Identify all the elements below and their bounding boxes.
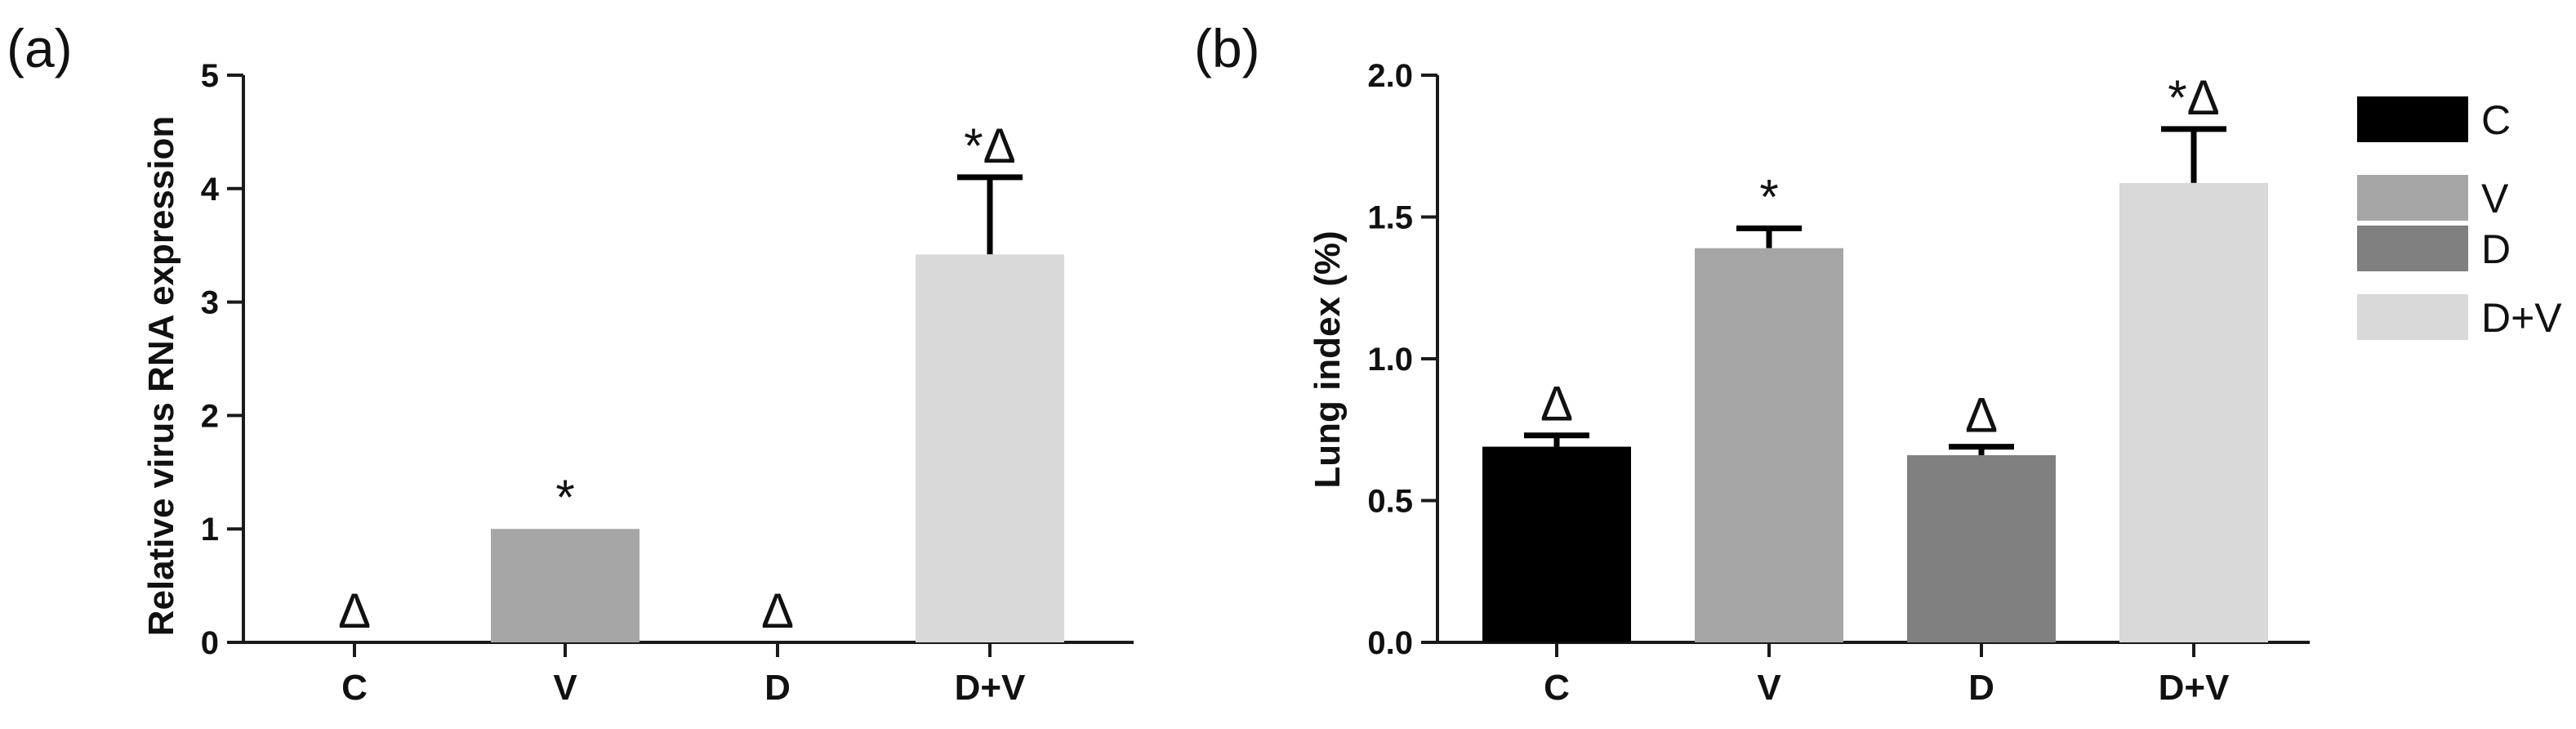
panel-b-bar-D	[1907, 454, 2056, 642]
panel-a-y-tick-label: 3	[201, 285, 219, 321]
panel-a-y-tick-label: 4	[201, 172, 220, 208]
panel-b-significance-mark: Δ	[1965, 388, 1998, 443]
panel-a-bar-V	[491, 529, 640, 642]
legend-label-d: D	[2481, 226, 2511, 272]
panel-a-y-tick-label: 0	[201, 625, 219, 661]
legend-swatch-dv	[2357, 294, 2468, 340]
panel-b-y-tick-label: 2.0	[1367, 58, 1413, 94]
panel-a-category-label: V	[553, 668, 577, 708]
panel-b-significance-mark: *Δ	[2168, 70, 2219, 125]
panel-a-y-axis-title: Relative virus RNA expression	[141, 116, 181, 637]
legend-swatch-c	[2357, 96, 2468, 142]
panel-b-plot: 0.0 0.5 1.0 1.5 2.0 C Δ V * D Δ D+V *Δ	[1367, 58, 2310, 708]
legend-label-v: V	[2481, 176, 2509, 221]
panel-b-y-tick-label: 1.5	[1367, 200, 1413, 236]
panel-b-label: (b)	[1194, 18, 1260, 78]
panel-b-y-tick-label: 0.0	[1367, 625, 1413, 661]
panel-a-bar-D+V	[916, 254, 1064, 642]
panel-b-category-label: V	[1757, 668, 1781, 708]
panel-b-bar-D+V	[2119, 182, 2268, 643]
panel-a-significance-mark: *Δ	[964, 119, 1015, 173]
panel-b-significance-mark: *	[1759, 169, 1778, 224]
panel-b-bar-V	[1695, 248, 1843, 642]
legend: C V D D+V	[2357, 96, 2562, 341]
panel-b-significance-mark: Δ	[1540, 377, 1573, 432]
legend-swatch-d	[2357, 226, 2468, 271]
panel-b-y-tick-label: 0.5	[1367, 484, 1413, 520]
panel-a-significance-mark: Δ	[338, 584, 371, 638]
panel-a-significance-mark: Δ	[761, 584, 794, 638]
panel-a-y-tick-label: 2	[201, 398, 219, 434]
legend-swatch-v	[2357, 175, 2468, 221]
legend-label-dv: D+V	[2481, 295, 2562, 341]
panel-a-significance-mark: *	[555, 470, 574, 525]
panel-b-category-label: D	[1968, 668, 1994, 708]
panel-b-y-tick-label: 1.0	[1367, 342, 1413, 378]
panel-a-category-label: D	[764, 668, 791, 708]
panel-b-y-axis-title: Lung index (%)	[1308, 230, 1348, 488]
panel-a-category-label: D+V	[955, 668, 1026, 708]
panel-b-bar-C	[1482, 446, 1631, 642]
panel-a-y-tick-label: 1	[201, 512, 219, 548]
legend-label-c: C	[2481, 97, 2511, 143]
panel-a-y-tick-label: 5	[201, 58, 219, 94]
panel-a-label: (a)	[7, 18, 73, 78]
panel-a-category-label: C	[341, 668, 368, 708]
panel-b-category-label: C	[1544, 668, 1570, 708]
panel-b-category-label: D+V	[2159, 668, 2230, 708]
